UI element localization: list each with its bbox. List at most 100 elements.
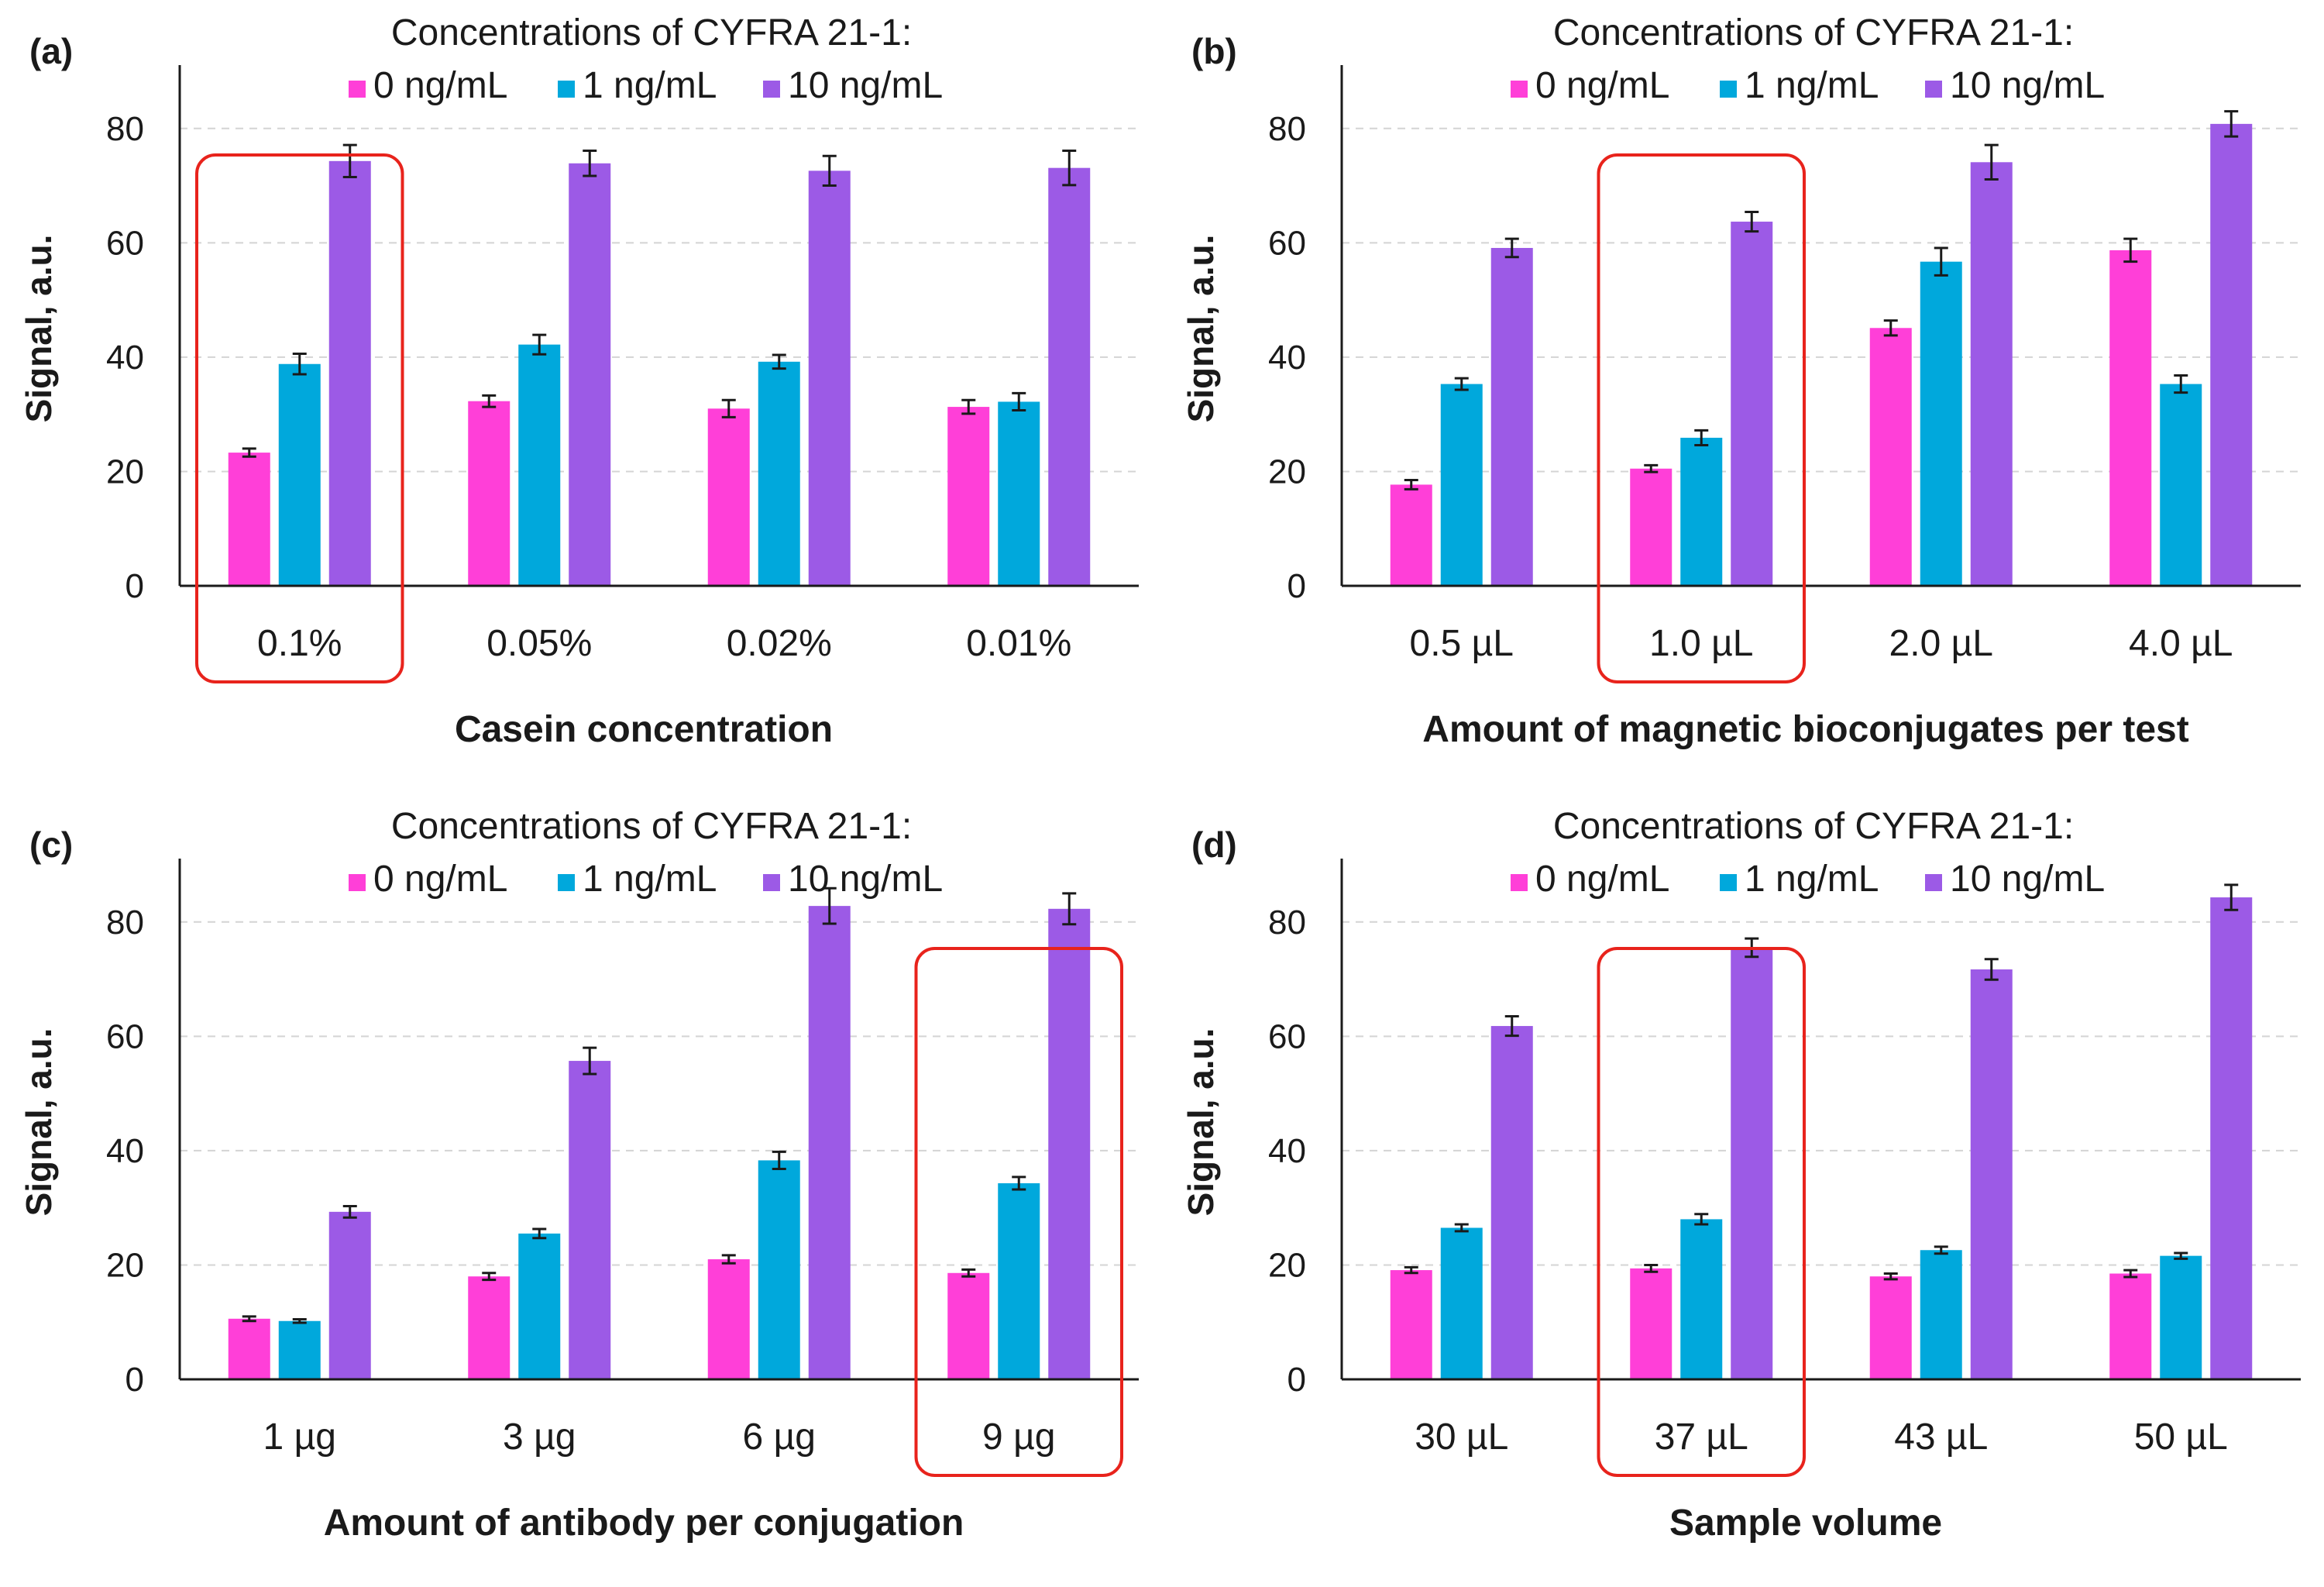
chart-panel-a: 0 20 40 60 80 0.1% 0.05% 0.02% 0.01% Concentratio… bbox=[0, 0, 1162, 794]
bar bbox=[228, 1318, 270, 1379]
bar bbox=[1440, 384, 1483, 586]
bar bbox=[947, 1272, 990, 1379]
legend-swatch bbox=[763, 874, 780, 891]
legend-swatch bbox=[1511, 81, 1528, 98]
x-tick-label: 1.0 µL bbox=[1649, 623, 1753, 664]
legend-title: Concentrations of CYFRA 21-1: bbox=[1553, 12, 2074, 53]
bar bbox=[328, 1211, 371, 1379]
chart-panel-c: 0 20 40 60 80 1 µg 3 µg 6 µg 9 µg Concentrations … bbox=[0, 794, 1162, 1587]
bar bbox=[1630, 468, 1673, 586]
bar bbox=[2109, 1273, 2152, 1379]
y-tick-label: 0 bbox=[125, 567, 144, 605]
legend-label: 10 ng/mL bbox=[1950, 65, 2105, 106]
bar bbox=[468, 1276, 511, 1379]
x-tick-label: 2.0 µL bbox=[1889, 623, 1993, 664]
y-tick-label: 80 bbox=[106, 110, 144, 148]
highlight-box bbox=[1597, 947, 1806, 1477]
legend-swatch bbox=[558, 874, 575, 891]
bar bbox=[2210, 123, 2253, 586]
chart-panel-b: 0 20 40 60 80 0.5 µL 1.0 µL 2.0 µL 4.0 µL Concent… bbox=[1162, 0, 2324, 794]
bar bbox=[2160, 384, 2202, 586]
y-axis-title: Signal, a.u. bbox=[19, 1028, 59, 1217]
x-tick-label: 0.02% bbox=[727, 623, 832, 664]
bar bbox=[1680, 1219, 1723, 1379]
bar bbox=[1048, 908, 1091, 1379]
highlight-box bbox=[1597, 153, 1806, 683]
legend-swatch bbox=[349, 874, 366, 891]
legend-swatch bbox=[558, 81, 575, 98]
bar bbox=[1630, 1268, 1673, 1379]
x-tick-label: 0.05% bbox=[486, 623, 592, 664]
bar bbox=[569, 163, 611, 586]
bar bbox=[707, 408, 750, 586]
y-tick-label: 20 bbox=[106, 1246, 144, 1284]
bar bbox=[947, 407, 990, 586]
bar bbox=[1390, 484, 1432, 586]
x-tick-label: 1 µg bbox=[263, 1417, 336, 1458]
y-tick-label: 40 bbox=[1268, 1132, 1306, 1170]
legend-label: 1 ng/mL bbox=[1745, 859, 1879, 900]
legend-swatch bbox=[1925, 81, 1942, 98]
legend-label: 10 ng/mL bbox=[788, 859, 943, 900]
bar bbox=[1731, 947, 1773, 1379]
y-tick-label: 20 bbox=[1268, 1246, 1306, 1284]
chart-svg-b: 0 20 40 60 80 0.5 µL 1.0 µL 2.0 µL 4.0 µL Concent… bbox=[1181, 12, 2301, 750]
bar bbox=[1920, 1250, 1962, 1379]
bar bbox=[998, 401, 1040, 586]
panel-label: (d) bbox=[1191, 824, 1237, 865]
legend-swatch bbox=[349, 81, 366, 98]
y-tick-label: 0 bbox=[1287, 567, 1306, 605]
legend-label: 10 ng/mL bbox=[788, 65, 943, 106]
y-axis-title: Signal, a.u. bbox=[1181, 1028, 1221, 1217]
chart-panel-d: 0 20 40 60 80 30 µL 37 µL 43 µL 50 µL Concentrati… bbox=[1162, 794, 2324, 1587]
y-tick-label: 20 bbox=[106, 453, 144, 491]
x-tick-label: 43 µL bbox=[1894, 1417, 1988, 1458]
highlight-box bbox=[195, 153, 404, 683]
bar bbox=[1920, 261, 1962, 586]
legend-swatch bbox=[763, 81, 780, 98]
y-tick-label: 40 bbox=[106, 339, 144, 377]
legend-label: 0 ng/mL bbox=[373, 65, 507, 106]
x-axis-title: Amount of antibody per conjugation bbox=[324, 1503, 964, 1544]
y-tick-label: 60 bbox=[1268, 224, 1306, 262]
chart-svg-c: 0 20 40 60 80 1 µg 3 µg 6 µg 9 µg Concentrations … bbox=[19, 806, 1139, 1544]
legend-swatch bbox=[1511, 874, 1528, 891]
bar bbox=[1490, 247, 1533, 586]
y-tick-label: 40 bbox=[106, 1132, 144, 1170]
legend-title: Concentrations of CYFRA 21-1: bbox=[391, 12, 912, 53]
bar bbox=[1390, 1270, 1432, 1379]
y-tick-label: 60 bbox=[1268, 1017, 1306, 1055]
x-tick-label: 30 µL bbox=[1415, 1417, 1508, 1458]
legend-label: 0 ng/mL bbox=[1535, 859, 1669, 900]
x-tick-label: 4.0 µL bbox=[2129, 623, 2233, 664]
legend-label: 10 ng/mL bbox=[1950, 859, 2105, 900]
bar bbox=[1731, 222, 1773, 586]
y-tick-label: 0 bbox=[1287, 1361, 1306, 1399]
bar bbox=[278, 1320, 321, 1379]
y-axis-title: Signal, a.u. bbox=[1181, 235, 1221, 423]
bar bbox=[518, 1233, 561, 1379]
x-tick-label: 50 µL bbox=[2134, 1417, 2228, 1458]
bar bbox=[328, 160, 371, 586]
legend-label: 1 ng/mL bbox=[583, 65, 717, 106]
y-tick-label: 60 bbox=[106, 1017, 144, 1055]
y-tick-label: 80 bbox=[106, 904, 144, 942]
x-axis-title: Casein concentration bbox=[455, 709, 833, 750]
bar bbox=[1970, 162, 2013, 587]
legend-swatch bbox=[1720, 874, 1737, 891]
panel-label: (c) bbox=[29, 824, 73, 865]
bar bbox=[2160, 1255, 2202, 1379]
bar bbox=[1970, 969, 2013, 1379]
bar bbox=[998, 1183, 1040, 1379]
bar bbox=[468, 401, 511, 586]
panel-label: (b) bbox=[1191, 31, 1237, 71]
x-tick-label: 3 µg bbox=[503, 1417, 576, 1458]
x-tick-label: 0.5 µL bbox=[1410, 623, 1514, 664]
x-tick-label: 0.1% bbox=[257, 623, 342, 664]
bar bbox=[569, 1061, 611, 1379]
y-tick-label: 20 bbox=[1268, 453, 1306, 491]
panel-label: (a) bbox=[29, 31, 73, 71]
legend-title: Concentrations of CYFRA 21-1: bbox=[1553, 806, 2074, 847]
x-axis-title: Amount of magnetic bioconjugates per tes… bbox=[1422, 709, 2188, 750]
y-tick-label: 60 bbox=[106, 224, 144, 262]
